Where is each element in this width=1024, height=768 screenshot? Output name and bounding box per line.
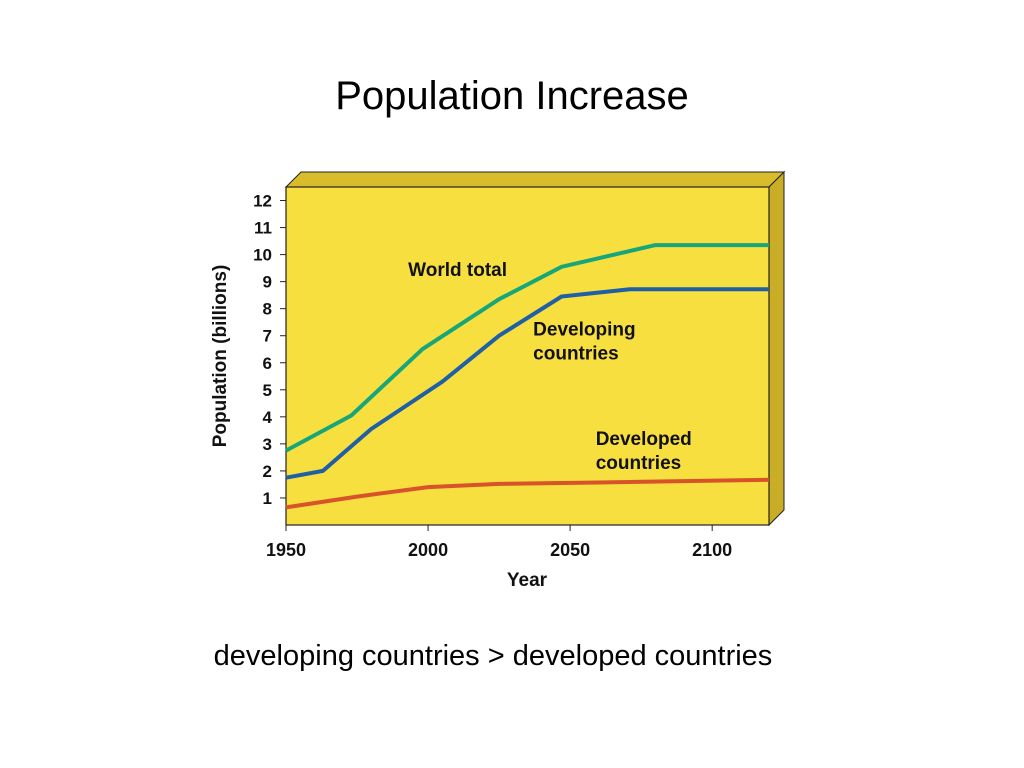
- x-tick-label: 1950: [266, 540, 306, 560]
- y-tick-label: 9: [263, 273, 272, 292]
- x-axis-ticks: 1950 2000 2050 2100: [266, 525, 732, 560]
- series-label: countries: [533, 344, 619, 365]
- y-tick-label: 12: [253, 192, 272, 211]
- x-tick-label: 2100: [692, 540, 732, 560]
- slide-title: Population Increase: [335, 74, 689, 118]
- panel-top-face: [284, 171, 786, 188]
- plot-area: [285, 186, 770, 526]
- slide-caption: developing countries > developed countri…: [213, 640, 773, 672]
- x-tick-label: 2050: [550, 540, 590, 560]
- y-tick-label: 3: [263, 435, 272, 454]
- y-tick-label: 5: [263, 381, 272, 400]
- panel-side-face: [768, 170, 785, 527]
- series-line-developed-countries: [285, 477, 770, 510]
- series-lines: [285, 243, 770, 510]
- series-label: countries: [596, 453, 682, 474]
- y-tick-label: 10: [253, 246, 272, 265]
- series-label: World total: [408, 260, 507, 281]
- y-tick-label: 8: [263, 300, 272, 319]
- y-axis-label: Population (billions): [210, 265, 231, 448]
- y-tick-label: 4: [263, 408, 273, 427]
- series-annotations: World total Developing countries Developed c…: [408, 260, 692, 474]
- chart-panel: [284, 170, 786, 527]
- y-tick-label: 11: [254, 219, 272, 238]
- series-label: Developed: [596, 429, 692, 450]
- y-tick-label: 6: [263, 354, 272, 373]
- x-axis-label: Year: [507, 570, 548, 591]
- y-tick-label: 7: [263, 327, 272, 346]
- y-tick-label: 2: [263, 462, 272, 481]
- series-line-world-total: [285, 243, 769, 453]
- x-tick-label: 2000: [408, 540, 448, 560]
- series-line-developing-countries: [285, 287, 769, 480]
- y-tick-label: 1: [263, 489, 272, 508]
- series-label: Developing: [533, 320, 635, 341]
